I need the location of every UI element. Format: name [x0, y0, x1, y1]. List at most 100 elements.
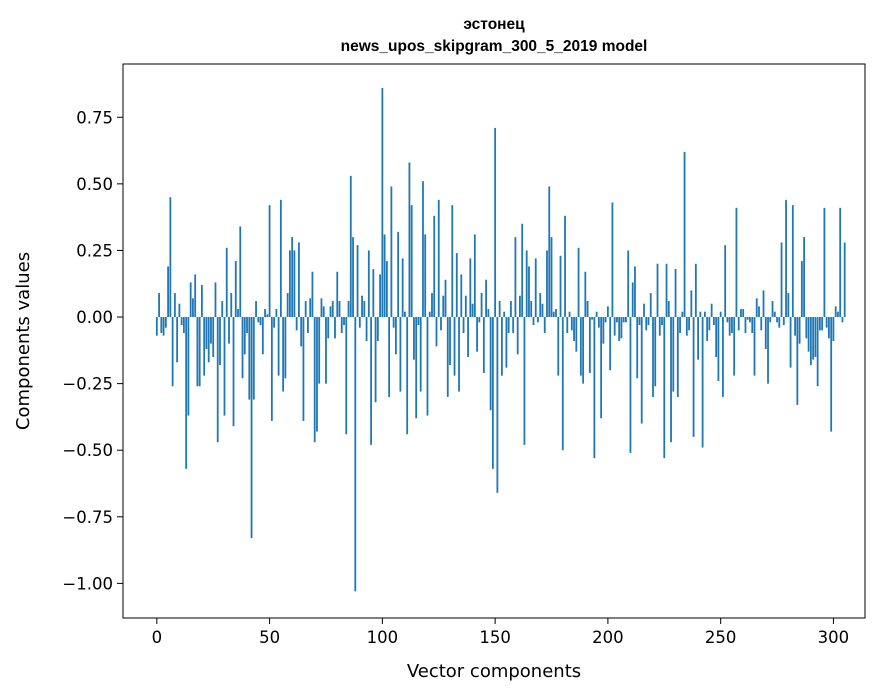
- plot-frame: [122, 63, 866, 619]
- bar-component-52: [273, 317, 275, 328]
- bar-component-219: [649, 293, 652, 318]
- bar-component-223: [658, 317, 661, 336]
- bar-component-41: [248, 317, 251, 400]
- bar-component-93: [365, 317, 368, 341]
- bar-component-132: [453, 317, 456, 376]
- bar-component-100: [381, 87, 384, 318]
- bar-component-119: [424, 234, 427, 318]
- bar-component-46: [259, 317, 262, 326]
- bar-component-284: [796, 317, 799, 405]
- bar-component-60: [291, 237, 294, 318]
- bar-component-196: [597, 317, 600, 328]
- x-tick-label: 50: [259, 628, 280, 647]
- bar-component-59: [288, 250, 291, 318]
- bar-component-54: [277, 317, 280, 376]
- bar-component-282: [791, 205, 794, 318]
- bar-component-302: [837, 311, 839, 318]
- bar-component-123: [433, 215, 436, 318]
- bar-component-15: [189, 282, 192, 318]
- bar-component-95: [370, 317, 372, 445]
- bar-component-175: [550, 237, 553, 318]
- y-tick-label: 0.75: [76, 108, 113, 127]
- bar-component-298: [828, 317, 830, 339]
- bar-component-163: [523, 317, 526, 445]
- bar-component-19: [198, 317, 201, 387]
- bar-component-104: [390, 186, 393, 318]
- bar-component-183: [568, 311, 571, 318]
- bar-component-200: [606, 306, 609, 318]
- bar-component-203: [613, 317, 616, 336]
- bar-component-160: [516, 317, 519, 355]
- bar-component-135: [460, 274, 463, 318]
- bar-component-43: [252, 317, 255, 400]
- bar-component-248: [715, 317, 718, 357]
- bar-component-20: [201, 285, 203, 318]
- bar-component-292: [814, 317, 817, 357]
- bar-component-68: [309, 298, 312, 318]
- bar-component-242: [701, 317, 704, 448]
- bar-component-111: [406, 317, 409, 435]
- bar-component-9: [176, 317, 179, 363]
- bar-component-10: [178, 303, 181, 318]
- bar-component-82: [340, 317, 343, 334]
- bar-component-109: [401, 258, 404, 318]
- bar-component-92: [363, 301, 366, 318]
- bar-component-188: [579, 317, 582, 376]
- bar-component-45: [257, 317, 260, 323]
- bar-component-136: [462, 317, 465, 334]
- bar-component-280: [787, 293, 790, 318]
- bar-component-148: [489, 317, 492, 411]
- bar-component-38: [241, 317, 244, 379]
- bar-component-222: [656, 263, 659, 318]
- bar-component-274: [773, 311, 776, 318]
- bar-component-290: [809, 317, 812, 365]
- bar-component-120: [426, 317, 429, 416]
- bar-component-268: [760, 317, 763, 331]
- bar-component-98: [376, 317, 379, 341]
- bar-component-234: [683, 151, 686, 318]
- bar-component-192: [588, 317, 591, 373]
- bar-component-94: [367, 250, 370, 318]
- bar-component-191: [586, 301, 589, 318]
- bar-component-172: [543, 317, 546, 334]
- bar-component-49: [266, 314, 269, 318]
- bar-component-206: [620, 317, 623, 339]
- bar-component-86: [349, 175, 352, 318]
- bar-component-155: [505, 317, 508, 368]
- bar-component-67: [307, 317, 309, 334]
- bar-component-300: [832, 317, 835, 341]
- bar-component-194: [593, 317, 596, 459]
- bar-component-61: [293, 250, 296, 318]
- bar-component-113: [410, 205, 413, 318]
- bar-component-8: [173, 293, 176, 318]
- bar-component-11: [180, 317, 183, 326]
- bar-component-204: [616, 317, 618, 323]
- y-tick-label: −0.50: [62, 441, 113, 460]
- bar-component-182: [566, 317, 569, 334]
- bar-component-1: [158, 293, 160, 318]
- bar-component-267: [758, 306, 760, 318]
- bar-component-177: [555, 309, 557, 318]
- y-tick-label: −0.25: [62, 375, 113, 394]
- bar-component-201: [609, 317, 612, 371]
- bar-component-74: [322, 306, 325, 318]
- bar-component-202: [611, 202, 614, 318]
- bar-component-133: [455, 253, 458, 318]
- bar-component-250: [719, 311, 722, 318]
- bar-component-158: [512, 317, 515, 334]
- bar-component-57: [284, 317, 287, 379]
- bar-component-70: [313, 317, 316, 443]
- bar-component-81: [338, 301, 341, 318]
- bar-component-101: [383, 234, 386, 318]
- bar-component-128: [444, 279, 447, 318]
- bar-component-237: [690, 290, 693, 318]
- bar-component-285: [798, 317, 801, 344]
- bar-component-214: [638, 317, 641, 326]
- y-tick-label: 0.00: [76, 308, 113, 327]
- bar-component-190: [584, 271, 587, 318]
- bar-component-13: [185, 317, 188, 469]
- bar-component-40: [246, 317, 248, 334]
- bar-component-296: [823, 207, 826, 318]
- bar-component-295: [821, 317, 824, 331]
- bar-component-230: [674, 269, 677, 318]
